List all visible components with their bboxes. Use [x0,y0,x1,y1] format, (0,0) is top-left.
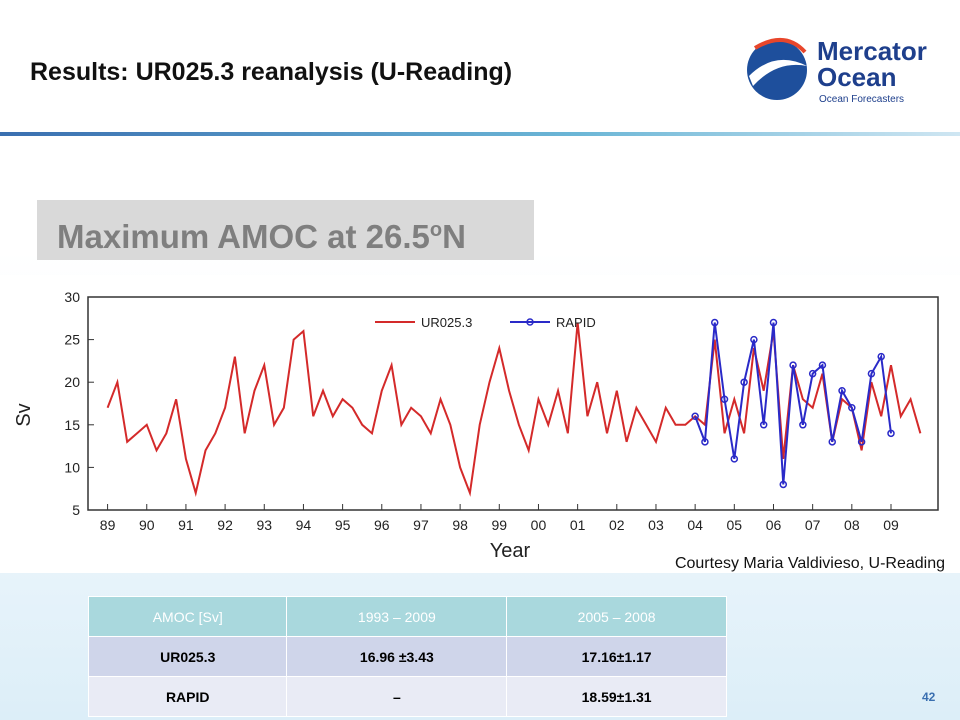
subtitle-box: Maximum AMOC at 26.5oN [37,200,534,260]
legend-label: RAPID [556,315,596,330]
y-axis-label: Sv [13,403,35,426]
series-line [106,322,922,497]
cell: RAPID [87,676,288,717]
point [828,438,836,446]
logo: Mercator Ocean Ocean Forecasters [747,36,927,105]
point [838,386,846,395]
y-tick-label: 30 [64,289,80,305]
cell: 1993 – 2009 [286,596,508,637]
x-tick-label: 09 [883,517,899,533]
table-row: RAPID – 18.59±1.31 [87,676,727,717]
point [730,455,739,463]
cell: 16.96 ±3.43 [286,636,508,677]
x-tick-label: 03 [648,517,664,533]
x-tick-label: 98 [452,517,468,533]
point [867,369,876,378]
x-tick-label: 89 [100,517,116,533]
x-tick-label: 92 [217,517,233,533]
point [799,421,807,429]
y-tick-label: 25 [64,332,80,348]
x-axis-label: Year [490,540,531,562]
logo-globe [747,40,807,100]
x-tick-label: 05 [727,517,743,533]
x-tick-label: 94 [296,517,312,533]
x-tick-label: 90 [139,517,155,533]
point [848,404,856,412]
chart-area: 5 10 15 20 25 30 89 90 91 92 93 94 95 96 97 98 99 00 01 02 0… [0,275,960,573]
cell: 2005 – 2008 [506,596,727,637]
x-tick-label: 00 [531,517,547,533]
divider [0,132,960,136]
x-tick-label: 02 [609,517,625,533]
legend-label: UR025.3 [421,315,472,330]
point [877,352,885,361]
x-tick-label: 07 [805,517,821,533]
x-tick-label: 93 [256,517,272,533]
point [818,361,827,369]
x-tick-label: 91 [178,517,194,533]
x-tick-label: 96 [374,517,390,533]
cell: AMOC [Sv] [87,596,288,637]
point [769,318,778,327]
point [857,438,866,446]
slide-title: Results: UR025.3 reanalysis (U-Reading) [30,58,513,86]
point [740,378,748,386]
y-tick-label: 10 [64,459,80,475]
logo-tagline: Ocean Forecasters [819,94,904,105]
point [750,335,758,344]
x-tick-label: 06 [766,517,782,533]
point [701,438,709,446]
logo-arc [753,38,807,54]
subtitle: N [442,218,466,255]
x-tick-label: 95 [335,517,351,533]
x-tick-label: 99 [492,517,508,533]
x-tick-label: 97 [413,517,429,533]
subtitle-sup: o [429,219,443,241]
point [887,429,895,438]
table-header: AMOC [Sv] 1993 – 2009 2005 – 2008 [87,596,727,637]
table-row: UR025.3 16.96 ±3.43 17.16±1.17 [87,636,727,677]
y-tick-label: 5 [72,502,80,518]
logo-wave [749,59,807,86]
courtesy: Courtesy Maria Valdivieso, U-Reading [674,555,945,572]
table: AMOC [Sv] 1993 – 2009 2005 – 2008 UR025.… [87,596,727,717]
cell: 18.59±1.31 [506,676,727,717]
cell: 17.16±1.17 [506,636,727,677]
subtitle: Maximum AMOC at 26.5 [57,218,430,255]
point [759,421,768,429]
point [720,395,729,403]
y-tick-label: 20 [64,374,80,390]
point [710,318,719,327]
legend-marker [526,318,534,326]
point [779,480,788,489]
cell: – [286,676,508,717]
point [691,412,699,421]
x-tick-label: 08 [844,517,860,533]
series-line [694,322,892,485]
logo-text: Ocean [817,62,897,92]
cell: UR025.3 [87,636,288,677]
page-number: 42 [922,690,936,704]
logo-text: Mercator [817,36,927,66]
x-tick-label: 04 [687,517,703,533]
y-tick-label: 15 [64,417,80,433]
x-tick-label: 01 [570,517,586,533]
point [789,361,797,369]
chart: 5 10 15 20 25 30 89 90 91 92 93 94 95 96 97 98 99 00 01 02 0… [13,289,939,562]
point [808,369,817,378]
